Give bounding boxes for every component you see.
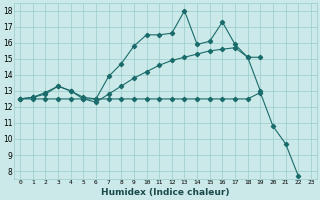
X-axis label: Humidex (Indice chaleur): Humidex (Indice chaleur) <box>101 188 230 197</box>
